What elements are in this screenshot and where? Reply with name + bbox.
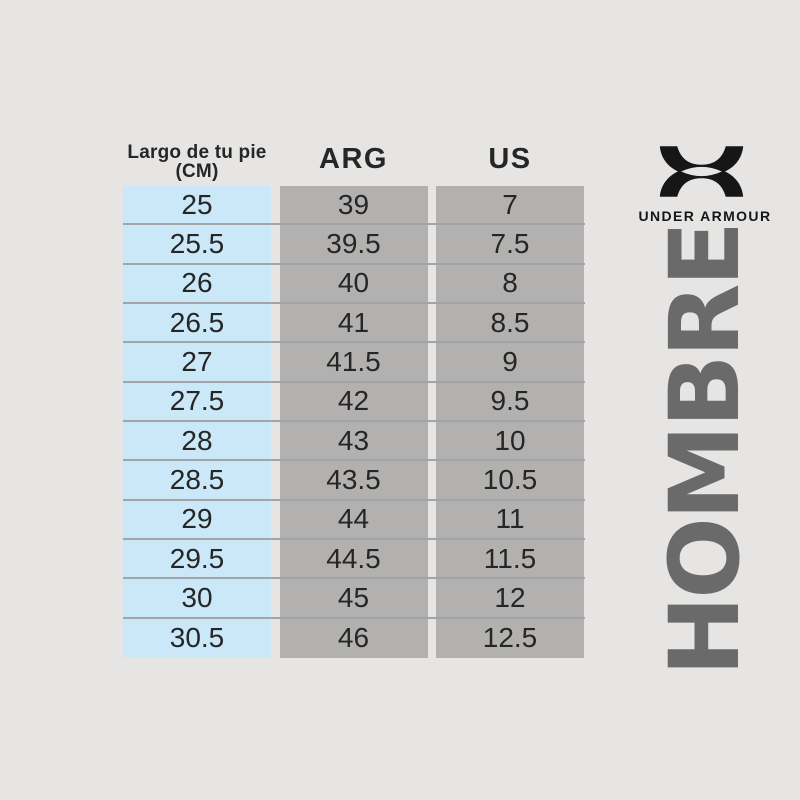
cell-arg: 39.5 <box>279 225 428 263</box>
table-row: 28 43 10 <box>123 421 585 462</box>
table-row: 26.5 41 8.5 <box>123 303 585 344</box>
cell-arg: 41.5 <box>279 343 428 381</box>
cell-cm: 26 <box>123 264 271 302</box>
table-row: 30.5 46 12.5 <box>123 618 585 658</box>
cell-us: 9 <box>436 343 584 381</box>
table-row: 25 39 7 <box>123 186 585 226</box>
cell-arg: 41 <box>279 303 428 342</box>
cell-us: 12.5 <box>436 618 584 658</box>
cell-us: 11.5 <box>436 539 584 578</box>
cell-us: 11 <box>436 500 584 538</box>
cell-us: 10.5 <box>436 461 584 499</box>
cell-cm: 28.5 <box>123 461 271 499</box>
cell-arg: 40 <box>279 264 428 302</box>
cell-cm: 27 <box>123 343 271 381</box>
cell-us: 9.5 <box>436 382 584 420</box>
cell-arg: 45 <box>279 579 428 617</box>
table-header-arg: ARG <box>319 143 388 175</box>
cell-cm: 29.5 <box>123 539 271 578</box>
cell-us: 8.5 <box>436 303 584 342</box>
cell-arg: 43 <box>279 421 428 460</box>
cell-cm: 29 <box>123 500 271 538</box>
cell-us: 7 <box>436 186 584 224</box>
table-row: 30 45 12 <box>123 579 585 619</box>
table-header-row: Largo de tu pie (CM) ARG US <box>123 140 585 186</box>
table-header-us: US <box>488 143 532 175</box>
cell-arg: 39 <box>279 186 428 224</box>
table-row: 28.5 43.5 10.5 <box>123 461 585 501</box>
cell-arg: 43.5 <box>279 461 428 499</box>
cell-cm: 27.5 <box>123 382 271 420</box>
table-row: 25.5 39.5 7.5 <box>123 225 585 265</box>
cell-cm: 25 <box>123 186 271 224</box>
cell-cm: 28 <box>123 421 271 460</box>
hombre-vertical-label: HOMBRE <box>649 223 761 677</box>
under-armour-wordmark: UNDER ARMOUR <box>638 208 772 224</box>
cell-us: 10 <box>436 421 584 460</box>
cell-arg: 42 <box>279 382 428 420</box>
cell-cm: 30 <box>123 579 271 617</box>
table-body: 25 39 7 25.5 39.5 7.5 26 40 8 26.5 41 8.… <box>123 186 585 658</box>
size-chart-table: Largo de tu pie (CM) ARG US 25 39 7 25.5… <box>123 140 585 658</box>
under-armour-logo-icon <box>659 146 744 197</box>
cell-arg: 44.5 <box>279 539 428 578</box>
cell-cm: 26.5 <box>123 303 271 342</box>
table-row: 27 41.5 9 <box>123 343 585 383</box>
table-row: 27.5 42 9.5 <box>123 382 585 422</box>
table-row: 29.5 44.5 11.5 <box>123 539 585 580</box>
cell-cm: 30.5 <box>123 618 271 658</box>
cell-arg: 44 <box>279 500 428 538</box>
table-header-cm: Largo de tu pie (CM) <box>127 142 267 182</box>
table-row: 29 44 11 <box>123 500 585 540</box>
cell-us: 8 <box>436 264 584 302</box>
cell-cm: 25.5 <box>123 225 271 263</box>
cell-us: 12 <box>436 579 584 617</box>
cell-us: 7.5 <box>436 225 584 263</box>
table-row: 26 40 8 <box>123 264 585 304</box>
cell-arg: 46 <box>279 618 428 658</box>
